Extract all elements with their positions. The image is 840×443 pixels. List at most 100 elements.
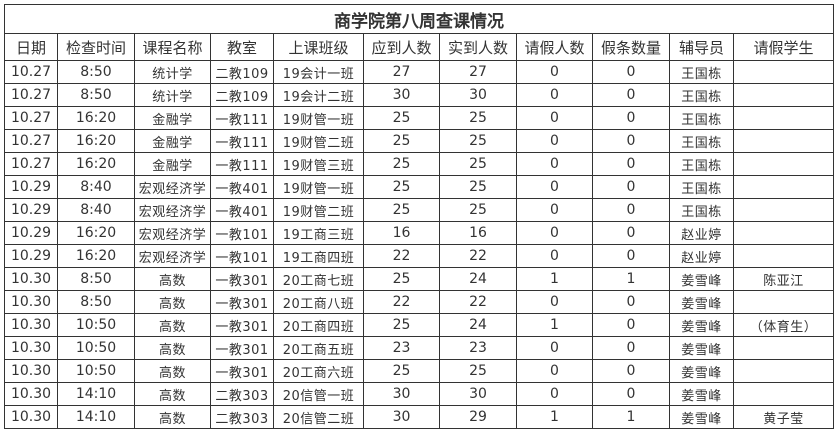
cell-leave-count: 0 [516,244,593,268]
cell-check-time: 10:50 [57,313,135,337]
cell-actual: 25 [439,175,517,199]
cell-check-time: 8:40 [57,175,135,199]
cell-class: 20信管一班 [273,382,364,406]
cell-course: 宏观经济学 [134,175,211,199]
cell-date: 10.30 [4,382,58,406]
cell-counselor: 姜雪峰 [669,336,734,360]
cell-counselor: 赵业婷 [669,221,734,245]
cell-course: 高数 [134,290,211,314]
table-row: 10.27 8:50 统计学 二教109 19会计一班 27 27 0 0 王国栋 [4,60,834,84]
cell-class: 19工商三班 [273,221,364,245]
cell-expected: 27 [363,60,440,84]
header-class: 上课班级 [273,33,364,61]
cell-leave-students [733,152,834,176]
cell-actual: 25 [439,198,517,222]
table-row: 10.30 10:50 高数 一教301 20工商六班 25 25 0 0 姜雪峰 [4,359,834,383]
cell-class: 19工商四班 [273,244,364,268]
cell-course: 金融学 [134,152,211,176]
cell-leave-notes: 1 [592,267,670,291]
cell-date: 10.30 [4,290,58,314]
cell-check-time: 8:50 [57,83,135,107]
cell-counselor: 王国栋 [669,60,734,84]
cell-check-time: 14:10 [57,405,135,429]
cell-leave-students: （体育生） [733,313,834,337]
cell-check-time: 10:50 [57,336,135,360]
cell-actual: 25 [439,359,517,383]
cell-leave-count: 0 [516,336,593,360]
cell-check-time: 16:20 [57,244,135,268]
cell-classroom: 二教109 [210,60,274,84]
cell-course: 统计学 [134,83,211,107]
cell-classroom: 一教301 [210,336,274,360]
header-leave-count: 请假人数 [516,33,593,61]
cell-leave-count: 0 [516,382,593,406]
cell-course: 高数 [134,267,211,291]
cell-class: 19财管一班 [273,175,364,199]
table-row: 10.30 14:10 高数 二教303 20信管二班 30 29 1 1 姜雪峰 黄子莹 [4,405,834,429]
cell-leave-students [733,221,834,245]
cell-course: 金融学 [134,129,211,153]
table-row: 10.27 8:50 统计学 二教109 19会计二班 30 30 0 0 王国栋 [4,83,834,107]
cell-actual: 30 [439,382,517,406]
cell-actual: 24 [439,267,517,291]
cell-leave-count: 0 [516,359,593,383]
inspection-table: 商学院第八周查课情况 日期 检查时间 课程名称 教室 上课班级 应到人数 实到人数 请假人数假… [4,4,834,429]
cell-counselor: 姜雪峰 [669,267,734,291]
cell-leave-count: 0 [516,290,593,314]
cell-expected: 30 [363,83,440,107]
cell-classroom: 一教301 [210,313,274,337]
cell-check-time: 8:50 [57,290,135,314]
table-title: 商学院第八周查课情况 [4,4,834,34]
cell-classroom: 二教109 [210,83,274,107]
table-row: 10.29 8:40 宏观经济学 一教401 19财管二班 25 25 0 0 王国栋 [4,198,834,222]
cell-leave-count: 0 [516,60,593,84]
cell-check-time: 16:20 [57,129,135,153]
cell-leave-notes: 0 [592,83,670,107]
cell-class: 19财管三班 [273,152,364,176]
cell-leave-notes: 0 [592,359,670,383]
header-leave-notes: 假条数量 [592,33,670,61]
table-body: 10.27 8:50 统计学 二教109 19会计一班 27 27 0 0 王国栋 10.27 8:5… [4,60,834,429]
cell-leave-notes: 0 [592,244,670,268]
cell-leave-count: 0 [516,129,593,153]
table-row: 10.27 16:20 金融学 一教111 19财管三班 25 25 0 0 王国栋 [4,152,834,176]
cell-expected: 25 [363,129,440,153]
cell-check-time: 10:50 [57,359,135,383]
cell-check-time: 16:20 [57,221,135,245]
cell-course: 高数 [134,336,211,360]
cell-date: 10.29 [4,221,58,245]
cell-leave-students [733,129,834,153]
cell-leave-notes: 0 [592,152,670,176]
cell-counselor: 王国栋 [669,106,734,130]
table-row: 10.30 8:50 高数 一教301 20工商七班 25 24 1 1 姜雪峰 陈亚江 [4,267,834,291]
cell-leave-students [733,244,834,268]
cell-date: 10.30 [4,313,58,337]
table-row: 10.30 10:50 高数 一教301 20工商五班 23 23 0 0 姜雪峰 [4,336,834,360]
cell-check-time: 8:40 [57,198,135,222]
cell-check-time: 16:20 [57,152,135,176]
cell-check-time: 14:10 [57,382,135,406]
cell-classroom: 一教111 [210,106,274,130]
cell-counselor: 王国栋 [669,175,734,199]
cell-class: 20工商六班 [273,359,364,383]
cell-expected: 25 [363,359,440,383]
header-check-time: 检查时间 [57,33,135,61]
header-counselor: 辅导员 [669,33,734,61]
cell-leave-notes: 0 [592,175,670,199]
cell-expected: 30 [363,405,440,429]
cell-leave-students [733,83,834,107]
table-row: 10.27 16:20 金融学 一教111 19财管一班 25 25 0 0 王国栋 [4,106,834,130]
cell-leave-count: 1 [516,313,593,337]
cell-leave-count: 0 [516,198,593,222]
cell-course: 金融学 [134,106,211,130]
cell-leave-notes: 0 [592,106,670,130]
cell-class: 19会计二班 [273,83,364,107]
cell-class: 19会计一班 [273,60,364,84]
cell-leave-students [733,106,834,130]
cell-leave-students [733,60,834,84]
cell-leave-students [733,198,834,222]
cell-class: 20工商五班 [273,336,364,360]
cell-actual: 24 [439,313,517,337]
cell-actual: 16 [439,221,517,245]
cell-expected: 16 [363,221,440,245]
